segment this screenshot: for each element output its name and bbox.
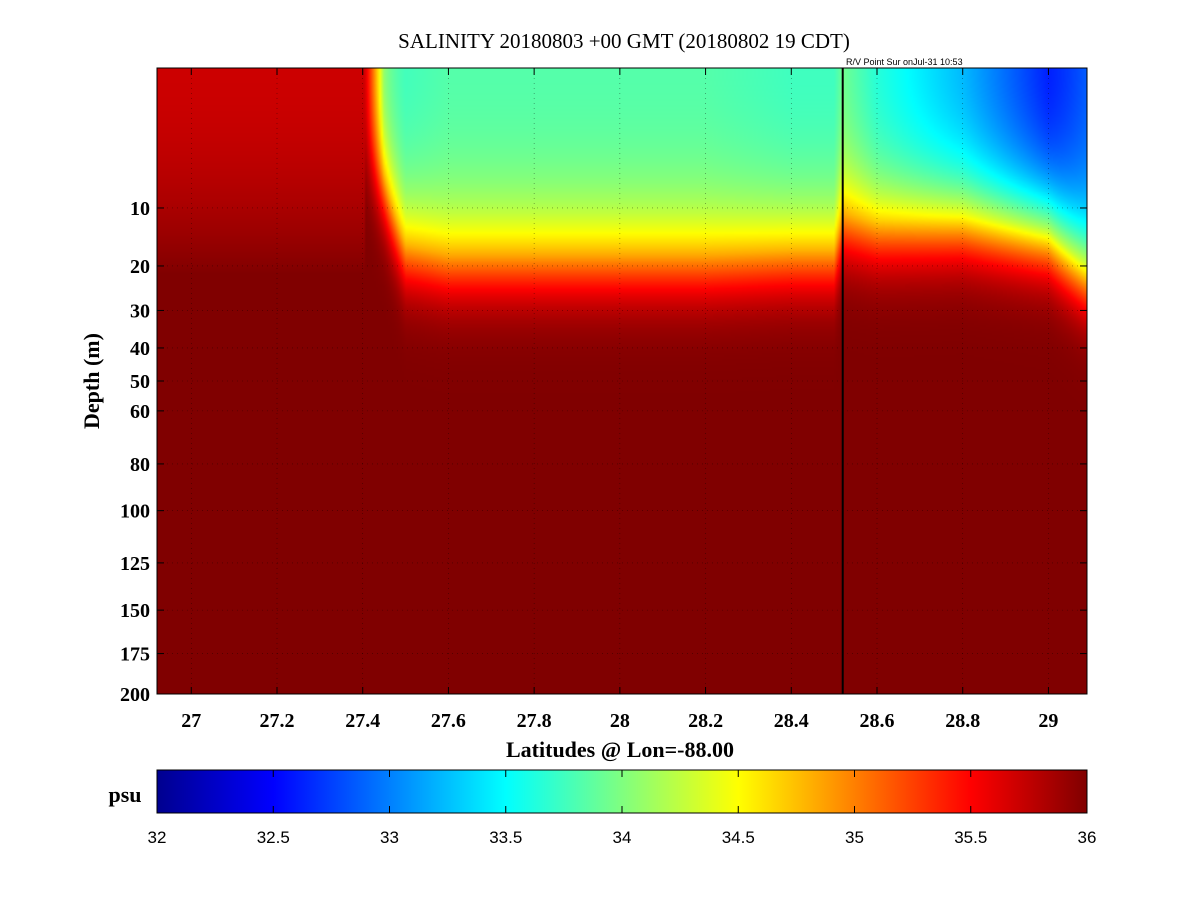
x-tick-label: 29	[1038, 710, 1058, 732]
colorbar-ticks: 32 32.5 33 33.5 34 34.5 35 35.5 36	[148, 770, 1097, 847]
colorbar-tick-label: 33	[380, 828, 399, 847]
x-tick-label: 28.2	[688, 710, 723, 732]
x-tick-label: 27.2	[260, 710, 295, 732]
grid-lines	[157, 68, 1087, 695]
y-axis-ticks: 10 20 30 40 50 60 80 100 125 150 175 200	[120, 198, 1087, 706]
y-axis-label: Depth (m)	[79, 333, 104, 429]
colorbar-tick-label: 35.5	[954, 828, 987, 847]
x-axis-label: Latitudes @ Lon=-88.00	[506, 737, 734, 762]
colorbar	[156, 769, 1088, 814]
x-tick-label: 28.4	[774, 710, 809, 732]
y-tick-label: 200	[120, 684, 150, 706]
y-tick-label: 175	[120, 644, 150, 666]
y-tick-label: 150	[120, 600, 150, 622]
y-tick-label: 60	[130, 401, 150, 423]
x-tick-label: 28.6	[860, 710, 895, 732]
colorbar-tick-label: 34.5	[722, 828, 755, 847]
colorbar-label: psu	[108, 782, 141, 807]
colorbar-tick-label: 36	[1078, 828, 1097, 847]
y-tick-label: 80	[130, 454, 150, 476]
y-tick-label: 50	[130, 371, 150, 393]
chart-title: SALINITY 20180803 +00 GMT (20180802 19 C…	[398, 29, 850, 53]
y-tick-label: 100	[120, 501, 150, 523]
chart-annotation: R/V Point Sur onJul-31 10:53	[846, 57, 963, 67]
x-tick-label: 27	[181, 710, 201, 732]
x-tick-label: 27.4	[345, 710, 380, 732]
y-tick-label: 10	[130, 198, 150, 220]
y-tick-label: 20	[130, 256, 150, 278]
y-tick-label: 125	[120, 553, 150, 575]
colorbar-tick-label: 32.5	[257, 828, 290, 847]
x-tick-label: 27.8	[517, 710, 552, 732]
x-tick-label: 27.6	[431, 710, 466, 732]
x-axis-ticks: 27 27.2 27.4 27.6 27.8 28 28.2 28.4 28.6 28.8 29	[181, 68, 1058, 732]
y-tick-label: 40	[130, 338, 150, 360]
colorbar-tick-label: 35	[845, 828, 864, 847]
y-tick-label: 30	[130, 300, 150, 322]
colorbar-tick-label: 34	[613, 828, 632, 847]
colorbar-tick-label: 33.5	[489, 828, 522, 847]
x-tick-label: 28.8	[945, 710, 980, 732]
x-tick-label: 28	[610, 710, 630, 732]
colorbar-tick-label: 32	[148, 828, 167, 847]
